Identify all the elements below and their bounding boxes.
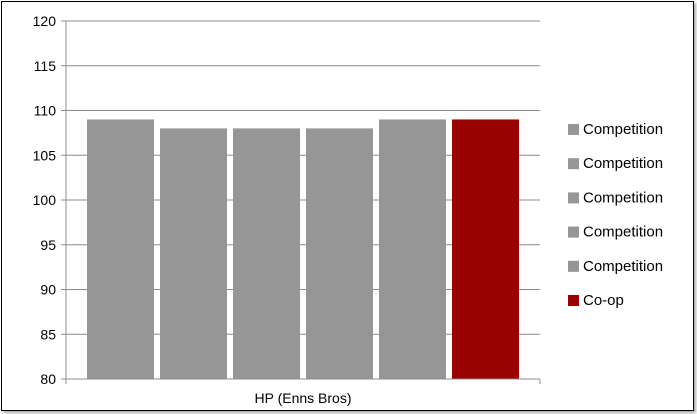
- legend-label: Competition: [583, 224, 663, 241]
- legend-label: Competition: [583, 155, 663, 172]
- y-tick-label: 110: [34, 103, 57, 119]
- bar-co-op-6: [452, 119, 519, 379]
- y-tick-label: 95: [40, 237, 56, 253]
- legend-label: Competition: [583, 189, 663, 206]
- legend-label: Competition: [583, 258, 663, 275]
- legend-swatch: [568, 260, 579, 272]
- x-axis-tick-labels: HP (Enns Bros): [255, 390, 352, 406]
- y-tick-label: 120: [33, 13, 57, 29]
- legend-swatch: [568, 158, 579, 170]
- legend-swatch: [568, 226, 579, 238]
- y-tick-label: 90: [40, 282, 56, 298]
- legend-swatch: [568, 192, 579, 204]
- bars: [87, 119, 519, 379]
- bar-competition-4: [306, 128, 373, 379]
- y-tick-label: 115: [34, 58, 57, 74]
- y-tick-label: 105: [33, 147, 57, 163]
- bar-competition-5: [379, 119, 446, 379]
- y-tick-label: 80: [40, 371, 56, 387]
- y-axis-tick-labels: 80 85 90 95 100 105 110 115 120: [33, 13, 57, 387]
- bar-competition-2: [160, 128, 227, 379]
- legend-swatch: [568, 124, 579, 135]
- legend: Competition Competition Competition Competi…: [568, 121, 663, 309]
- y-tick-label: 85: [40, 326, 56, 342]
- legend-label: Competition: [583, 121, 663, 138]
- bar-competition-3: [233, 128, 300, 379]
- y-tick-label: 100: [33, 192, 57, 208]
- x-category-label: HP (Enns Bros): [255, 390, 352, 406]
- axes: [61, 20, 541, 384]
- legend-label: Co-op: [583, 292, 624, 309]
- legend-swatch: [568, 295, 579, 306]
- bar-competition-1: [87, 119, 154, 379]
